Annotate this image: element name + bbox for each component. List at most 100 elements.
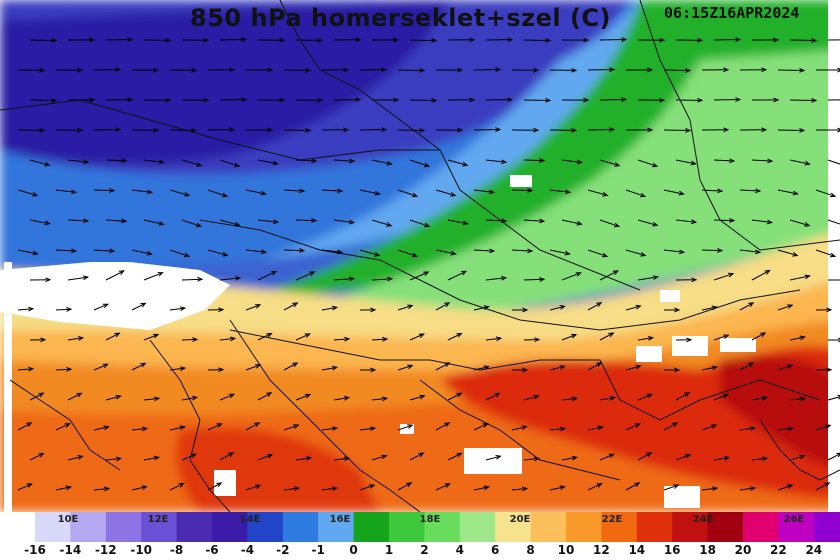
wind-arrow [751, 269, 771, 281]
colorbar-swatch [601, 512, 638, 542]
wind-arrow [371, 336, 389, 342]
mask-patch [636, 346, 662, 362]
colorbar-swatch [212, 512, 248, 542]
colorbar-swatch [636, 512, 673, 542]
wind-arrow [625, 189, 647, 198]
wind-arrow [473, 305, 490, 311]
wind-arrow [549, 426, 567, 432]
wind-arrow [17, 249, 39, 256]
wind-arrow [587, 67, 616, 73]
wind-arrow [245, 189, 267, 196]
wind-arrow [105, 37, 134, 43]
wind-arrow [181, 395, 199, 401]
wind-arrow [55, 67, 84, 73]
wind-arrow [359, 484, 376, 491]
wind-arrow [105, 456, 123, 462]
mask-patch [720, 338, 756, 352]
wind-arrow [777, 249, 799, 257]
wind-arrow [625, 127, 654, 133]
wind-arrow [815, 367, 833, 373]
colorbar-swatch [176, 512, 213, 542]
wind-arrow [675, 219, 698, 225]
wind-arrow [359, 367, 377, 373]
wind-arrow [181, 219, 203, 228]
wind-arrow [739, 426, 757, 431]
coastline [759, 419, 840, 481]
wind-arrow [827, 39, 840, 41]
wind-arrow [283, 302, 299, 311]
colorbar-swatch [566, 512, 602, 542]
wind-arrow [625, 482, 641, 491]
colorbar-tick-label: 22 [770, 543, 787, 557]
wind-arrow [295, 393, 312, 401]
wind-arrow [713, 455, 731, 461]
wind-arrow [599, 332, 615, 341]
wind-arrow [283, 188, 306, 194]
wind-arrow [321, 127, 350, 133]
wind-arrow [447, 219, 469, 226]
wind-arrow [131, 249, 153, 256]
wind-arrow [371, 276, 394, 282]
wind-arrow [815, 249, 837, 258]
wind-arrow [131, 302, 147, 311]
wind-arrow [333, 158, 356, 164]
wind-arrow [257, 219, 280, 225]
wind-arrow [29, 337, 47, 343]
wind-arrow [29, 98, 58, 103]
wind-arrow [701, 424, 718, 431]
wind-arrow [93, 303, 109, 311]
temp-band-light-blue [260, 0, 700, 260]
wind-arrow [587, 425, 604, 431]
wind-arrow [333, 219, 356, 225]
wind-arrow [512, 367, 529, 373]
wind-arrow [207, 249, 229, 257]
wind-arrow [789, 98, 818, 103]
wind-arrow [789, 396, 807, 402]
colorbar-tick-label: 12 [593, 543, 610, 557]
wind-arrow [397, 482, 413, 491]
colorbar-swatch [813, 512, 840, 542]
wind-arrow [67, 37, 96, 43]
wind-arrow [523, 394, 540, 401]
map-title: 850 hPa homerseklet+szel (C) [190, 4, 612, 32]
wind-arrow [219, 37, 248, 42]
wind-arrow [587, 127, 616, 133]
wind-arrow [321, 486, 339, 491]
wind-arrow [245, 67, 274, 73]
wind-arrow [625, 67, 654, 73]
colorbar-swatch [282, 512, 319, 542]
wind-arrow [675, 159, 697, 166]
wind-arrow [67, 159, 90, 165]
alps-mask [0, 262, 230, 330]
mask-patch [4, 262, 12, 512]
temp-band-deep-cold [0, 0, 450, 165]
wind-arrow [207, 423, 223, 431]
wind-arrow [637, 97, 666, 103]
wind-arrow [245, 484, 262, 491]
wind-arrow [17, 127, 46, 133]
border-line [599, 359, 821, 421]
wind-arrow [561, 159, 584, 165]
border-line [639, 0, 840, 251]
wind-arrow [777, 128, 806, 133]
wind-arrow [511, 127, 540, 133]
wind-arrow [713, 97, 742, 103]
wind-arrow [447, 270, 468, 281]
wind-arrow [181, 97, 210, 103]
colorbar-tick-label: 1 [384, 543, 394, 557]
wind-arrow [207, 367, 225, 373]
wind-arrow [751, 158, 774, 164]
mask-patch [510, 175, 532, 187]
wind-arrow [523, 218, 546, 224]
wind-arrow [257, 392, 273, 401]
wind-arrow [664, 307, 681, 313]
wind-arrow [561, 272, 582, 281]
colorbar-tick-label: -12 [94, 543, 117, 557]
wind-arrow [397, 364, 414, 371]
wind-arrow [143, 396, 161, 402]
wind-arrow [663, 128, 692, 133]
colorbar-tick-label: 24 [805, 543, 823, 557]
wind-arrow [371, 219, 393, 227]
longitude-label: 14E [239, 514, 261, 525]
wind-arrow [55, 248, 78, 254]
